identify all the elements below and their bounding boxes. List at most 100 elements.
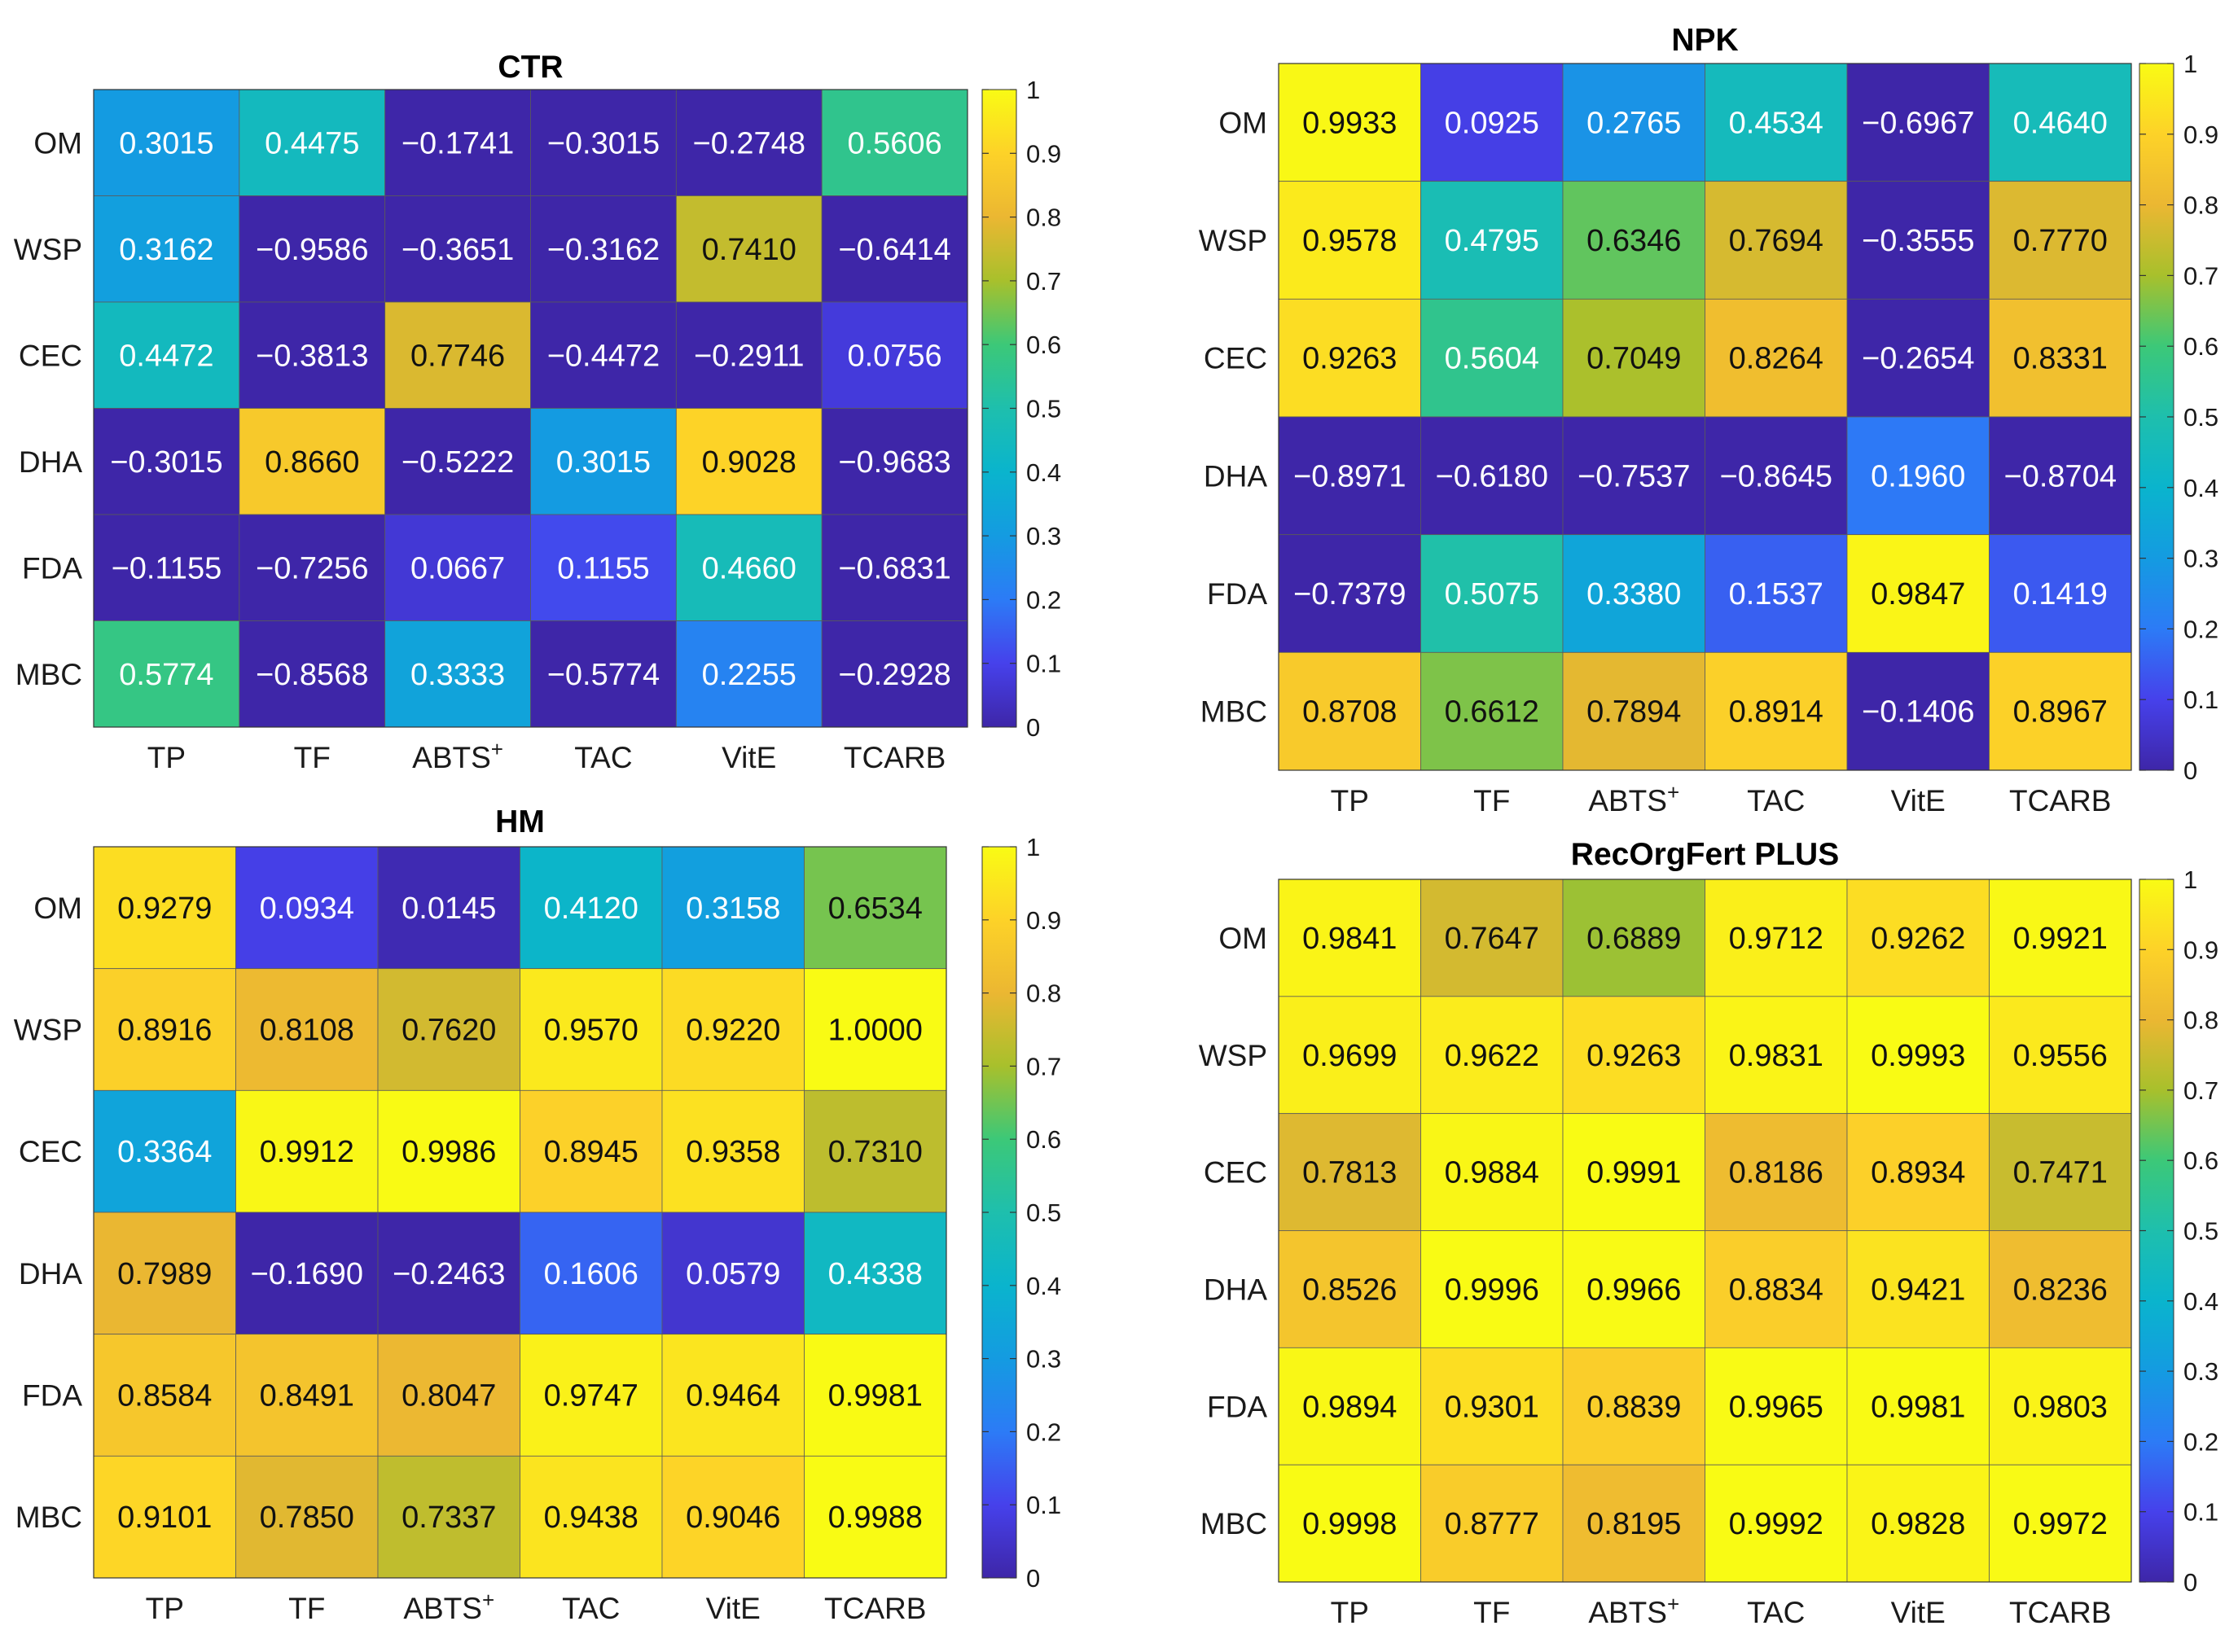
cell-value-label: 0.0145	[402, 892, 496, 926]
heatmap-cell	[1705, 996, 1848, 1115]
row-label: CEC	[1204, 1156, 1267, 1190]
heatmap-cell	[93, 514, 240, 621]
cell-value-label: 0.4120	[544, 892, 638, 926]
cell-value-label: 0.8331	[2013, 342, 2108, 376]
cell-value-label: 0.9828	[1871, 1507, 1965, 1541]
heatmap-cell	[93, 89, 240, 196]
cell-value-label: −0.4472	[547, 339, 660, 373]
column-label: TP	[1331, 784, 1369, 817]
colorbar-tick-label: 0.8	[2183, 191, 2218, 220]
cell-value-label: 0.1606	[544, 1257, 638, 1291]
heatmap-cell	[1420, 181, 1564, 300]
cell-value-label: 0.9966	[1586, 1273, 1681, 1307]
heatmap-cell	[661, 1089, 805, 1213]
column-label: TCARB	[844, 741, 946, 774]
heatmap-cell	[675, 408, 823, 515]
chart-title: NPK	[1671, 23, 1738, 58]
heatmap-frame	[93, 846, 947, 1579]
colorbar-tick-label: 0.6	[2183, 332, 2218, 361]
row-label: FDA	[1207, 577, 1267, 611]
heatmap-cell	[1420, 298, 1564, 418]
heatmap-cell	[1705, 63, 1848, 182]
cell-value-label: 0.9747	[544, 1379, 638, 1413]
column-label: TF	[288, 1592, 325, 1625]
heatmap-cell	[93, 1212, 236, 1335]
cell-value-label: 0.1537	[1729, 577, 1823, 611]
colorbar-tick-label: 0.1	[1026, 650, 1061, 678]
row-label: WSP	[14, 233, 82, 266]
cell-value-label: 0.9933	[1302, 106, 1397, 140]
heatmap-cell	[530, 408, 677, 515]
row-label: DHA	[1204, 1273, 1267, 1306]
cell-value-label: 0.9028	[702, 445, 796, 480]
cell-value-label: 0.6612	[1445, 695, 1539, 730]
colorbar-tick-label: 0	[1026, 1564, 1040, 1593]
column-label: TAC	[1747, 784, 1805, 817]
cell-value-label: 0.0934	[260, 892, 354, 926]
cell-value-label: 0.8186	[1729, 1156, 1823, 1190]
cell-value-label: 1.0000	[828, 1014, 923, 1048]
colorbar-tick-label: 1	[2183, 50, 2197, 78]
heatmap-cell	[530, 620, 677, 728]
colorbar-tick-label: 0.9	[1026, 139, 1061, 168]
heatmap-cell	[1705, 416, 1848, 536]
heatmap-cell	[1705, 651, 1848, 771]
colorbar-tick-label: 1	[1026, 76, 1040, 104]
cell-value-label: 0.1155	[557, 551, 649, 585]
cell-value-label: −0.3813	[256, 339, 368, 373]
row-label: FDA	[1207, 1390, 1267, 1423]
cell-value-label: 0.9894	[1302, 1390, 1397, 1424]
heatmap-cell	[520, 1455, 663, 1579]
cell-value-label: 0.3158	[686, 892, 780, 926]
cell-value-label: 0.9841	[1302, 922, 1397, 956]
cell-value-label: 0.7337	[402, 1501, 496, 1535]
heatmap-cell	[239, 408, 386, 515]
cell-value-label: 0.5774	[119, 658, 213, 692]
heatmap-cell	[93, 1334, 236, 1457]
cell-value-label: 0.0667	[410, 551, 505, 585]
row-label: OM	[1218, 106, 1267, 139]
heatmap-cell	[1562, 1347, 1705, 1466]
heatmap-cell	[530, 301, 677, 409]
cell-value-label: 0.9622	[1445, 1039, 1539, 1073]
colorbar-tick-label: 0.8	[1026, 979, 1061, 1008]
cell-value-label: 0.9464	[686, 1379, 780, 1413]
heatmap-cell	[1989, 1113, 2132, 1231]
colorbar-tick-label: 0.5	[1026, 395, 1061, 423]
cell-value-label: 0.9570	[544, 1014, 638, 1048]
heatmap-cell	[1846, 534, 1990, 653]
heatmap-cell	[661, 968, 805, 1091]
heatmap-cell	[1989, 534, 2132, 653]
row-label: DHA	[19, 1257, 82, 1290]
heatmap-cell	[239, 514, 386, 621]
heatmap-cell	[235, 968, 379, 1091]
cell-value-label: 0.3015	[119, 126, 213, 160]
cell-value-label: 0.5606	[847, 126, 941, 160]
row-label: CEC	[1204, 342, 1267, 375]
heatmap-cell	[384, 408, 531, 515]
cell-value-label: 0.8708	[1302, 695, 1397, 730]
heatmap-cell	[235, 1089, 379, 1213]
cell-value-label: 0.0756	[847, 339, 941, 373]
colorbar-tick-label: 0.2	[2183, 615, 2218, 643]
cell-value-label: 0.9438	[544, 1501, 638, 1535]
column-label: TCARB	[824, 1592, 926, 1625]
cell-value-label: 0.7310	[828, 1135, 923, 1169]
heatmap-cell	[1705, 1347, 1848, 1466]
heatmap-cell	[1562, 996, 1705, 1115]
cell-value-label: 0.3333	[410, 658, 505, 692]
row-label: WSP	[1199, 1039, 1267, 1072]
heatmap-cell	[1846, 996, 1990, 1115]
heatmap-cell	[821, 89, 968, 196]
colorbar-tick-label: 0.6	[2183, 1146, 2218, 1175]
cell-value-label: 0.8834	[1729, 1273, 1823, 1307]
column-label: TP	[147, 741, 186, 774]
heatmap-cell	[1278, 879, 1421, 997]
heatmap-cell	[1278, 996, 1421, 1115]
cell-value-label: 0.9803	[2013, 1390, 2108, 1424]
cell-value-label: 0.9986	[402, 1135, 496, 1169]
column-label: TF	[1473, 1596, 1510, 1629]
colorbar-tick-label: 0.7	[1026, 1052, 1061, 1080]
heatmap-cell	[93, 620, 240, 728]
heatmap-cell	[804, 846, 947, 970]
